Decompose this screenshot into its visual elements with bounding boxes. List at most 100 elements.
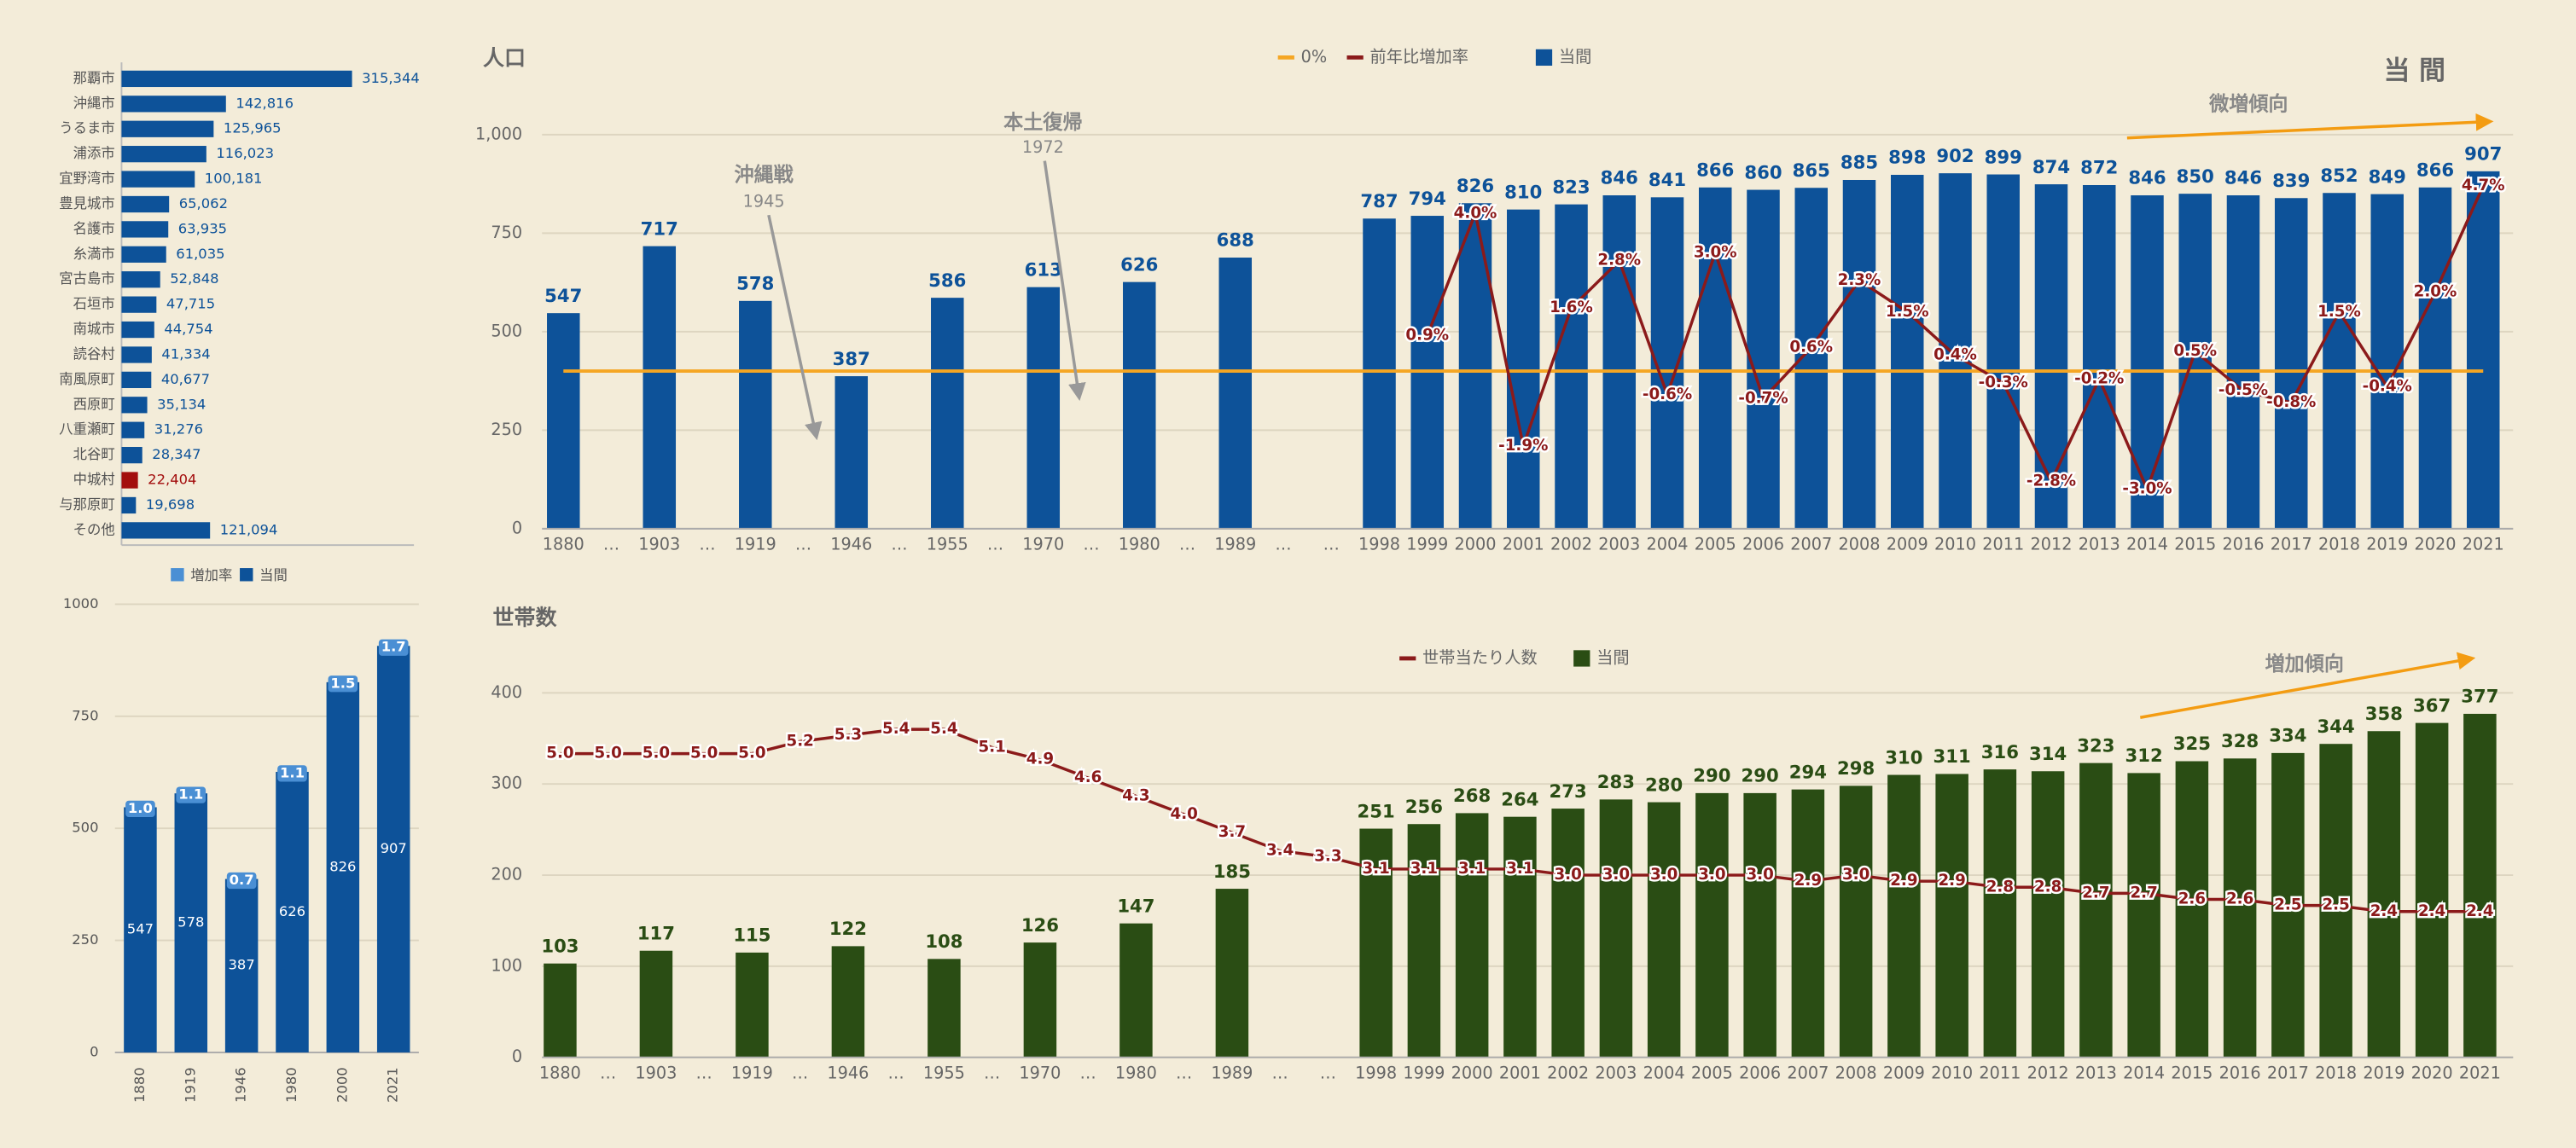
bar-value-label: 841 — [1649, 169, 1686, 190]
value-label: 315,344 — [362, 70, 420, 86]
x-tick-label: … — [1320, 1063, 1336, 1082]
rate-marker — [226, 872, 257, 890]
bar-value-label: 310 — [1885, 746, 1922, 768]
x-tick-label: 2000 — [334, 1067, 350, 1103]
rate-label: 1.1 — [178, 786, 203, 803]
bar — [121, 522, 211, 539]
rate-marker — [277, 765, 307, 782]
x-tick-label: 1998 — [1358, 535, 1400, 554]
bar-value-label: 846 — [1601, 167, 1638, 188]
bar-value-label: 850 — [2177, 165, 2214, 187]
line-value-label: -0.3% — [1979, 374, 2028, 391]
line-value-label: 3.0 — [1650, 866, 1678, 884]
bar-value-label: 866 — [1696, 159, 1734, 181]
line-value-label: 3.0 — [1554, 866, 1581, 884]
line-value-label: 3.1 — [1506, 860, 1533, 878]
bar — [2226, 195, 2260, 529]
x-tick-label: 1946 — [233, 1067, 249, 1103]
line-value-label: 1.6% — [1550, 299, 1593, 316]
line-value-label: 4.0% — [1454, 204, 1497, 222]
line-value-label: -3.0% — [2122, 480, 2172, 498]
bar-value-label: 810 — [1504, 181, 1542, 202]
bar-value-label: 874 — [2032, 156, 2070, 177]
x-tick-label: 2018 — [2318, 535, 2360, 554]
bar — [1890, 174, 1924, 529]
bar-value-label: 826 — [329, 858, 356, 874]
x-tick-label: … — [1275, 535, 1291, 554]
bar — [2082, 185, 2116, 529]
x-tick-label: … — [1080, 1063, 1096, 1082]
bar — [1647, 802, 1681, 1058]
x-tick-label: 2016 — [2222, 535, 2264, 554]
x-tick-label: 2015 — [2171, 1063, 2213, 1082]
bar — [1983, 769, 2017, 1058]
line-value-label: 1.5% — [1886, 303, 1929, 321]
y-tick-label: 750 — [491, 223, 522, 242]
y-tick-label: 豊見城市 — [59, 195, 114, 212]
y-tick-label: 那覇市 — [73, 70, 115, 86]
bar — [121, 246, 166, 263]
bar — [831, 946, 865, 1058]
bar-value-label: 902 — [1936, 145, 1974, 166]
x-tick-label: 2020 — [2411, 1063, 2453, 1082]
y-tick-label: 西原町 — [73, 396, 115, 412]
line-value-label: 4.6 — [1074, 768, 1102, 786]
x-tick-label: … — [600, 1063, 616, 1082]
line-value-label: 0.9% — [1405, 326, 1449, 344]
bar — [121, 171, 195, 188]
x-tick-label: … — [1272, 1063, 1288, 1082]
bar-value-label: 126 — [1021, 914, 1059, 936]
bar — [124, 807, 157, 1052]
bar-value-label: 626 — [1120, 253, 1158, 275]
x-tick-label: 1980 — [283, 1067, 299, 1103]
line-value-label: 0.5% — [2173, 342, 2217, 360]
bar-value-label: 846 — [2128, 167, 2166, 188]
y-tick-label: 1000 — [63, 595, 99, 612]
bar — [2079, 762, 2113, 1058]
line-value-label: 5.2 — [786, 732, 813, 750]
bar-value-label: 547 — [544, 285, 582, 306]
line-series — [1426, 185, 2485, 494]
line-value-label: 4.0 — [1170, 805, 1197, 823]
bar-value-label: 578 — [177, 914, 204, 931]
legend-label: 世帯当たり人数 — [1422, 647, 1538, 667]
line-value-label: 4.7% — [2462, 177, 2505, 194]
bar — [2463, 713, 2497, 1058]
x-tick-label: … — [984, 1063, 1000, 1082]
bar-value-label: 849 — [2369, 165, 2406, 187]
x-tick-label: 2011 — [1982, 535, 2024, 554]
bar — [1407, 824, 1441, 1058]
line-value-label: 5.4 — [882, 720, 910, 738]
bar-value-label: 115 — [733, 925, 770, 946]
x-tick-label: 2015 — [2174, 535, 2216, 554]
bar — [1839, 786, 1873, 1058]
bar — [1986, 174, 2020, 529]
annotation-arrow — [2139, 652, 2476, 719]
bar-value-label: 290 — [1742, 765, 1779, 786]
bar-value-label: 717 — [641, 217, 678, 239]
x-tick-label: … — [1323, 535, 1340, 554]
y-tick-label: 250 — [491, 420, 522, 439]
bar-value-label: 103 — [541, 935, 579, 956]
bar — [121, 371, 152, 389]
bar — [1218, 258, 1253, 529]
x-tick-label: 1919 — [735, 535, 776, 554]
y-tick-label: 北谷町 — [73, 446, 115, 462]
bar — [121, 496, 137, 514]
x-tick-label: … — [987, 535, 1003, 554]
bar — [1935, 774, 1968, 1058]
bar — [1791, 789, 1825, 1058]
bar-value-label: 826 — [1457, 175, 1494, 196]
line-value-label: -0.8% — [2266, 393, 2316, 411]
line-value-label: 2.4 — [2418, 902, 2445, 920]
x-tick-label: 2002 — [1550, 535, 1592, 554]
line-value-label: 3.7 — [1218, 823, 1246, 841]
value-label: 125,965 — [224, 120, 282, 136]
x-tick-label: 2001 — [1499, 1063, 1541, 1082]
bar-value-label: 283 — [1597, 771, 1635, 792]
line-value-label: 2.9 — [1890, 872, 1917, 890]
annotation: 微増傾向 — [2208, 93, 2288, 116]
x-tick-label: 2021 — [2459, 1063, 2501, 1082]
line-value-label: 2.4 — [2370, 902, 2398, 920]
